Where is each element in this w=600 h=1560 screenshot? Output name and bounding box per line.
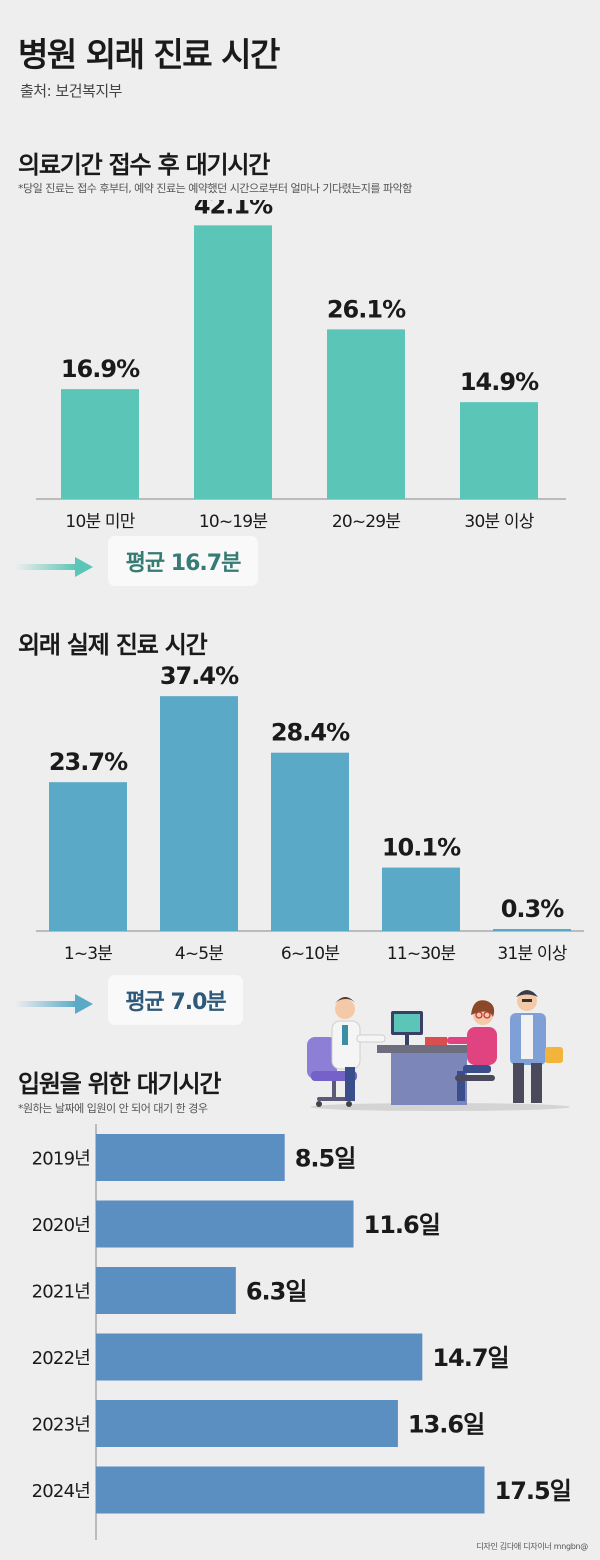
data-label: 13.6일: [408, 1411, 484, 1439]
data-label: 42.1%: [194, 200, 273, 219]
bar: [460, 402, 538, 499]
bar: [96, 1200, 354, 1248]
credit-text: 디자인 김다애 디자이너 mngbn@: [476, 1542, 588, 1551]
section3-title: 입원을 위한 대기시간: [18, 1070, 221, 1098]
data-label: 10.1%: [382, 834, 461, 862]
category-label: 2024년: [32, 1481, 90, 1502]
chart-wait-after-reception: 16.9% 10분 미만 42.1% 10~19분 26.1% 20~29분 14.9% 30…: [36, 200, 566, 532]
bar: [194, 225, 272, 499]
arrow-icon: [15, 556, 95, 582]
data-label: 6.3일: [246, 1278, 307, 1306]
category-label: 2021년: [32, 1282, 90, 1303]
section2-title: 외래 실제 진료 시간: [18, 631, 208, 659]
chart-actual-consult-time: 23.7% 1~3분 37.4% 4~5분 28.4% 6~10분 10.1% 11~30분 0…: [36, 662, 584, 964]
data-label: 14.9%: [460, 368, 539, 396]
doctor-patient-illustration: [305, 985, 575, 1117]
bar: [96, 1134, 285, 1181]
bar: [96, 1333, 423, 1381]
arrow-icon: [15, 993, 95, 1019]
data-label: 37.4%: [160, 662, 239, 690]
category-label: 2023년: [32, 1415, 90, 1436]
bar: [49, 782, 127, 931]
bar: [160, 696, 238, 931]
data-label: 28.4%: [271, 719, 350, 747]
bar: [382, 867, 460, 931]
category-label: 2022년: [32, 1348, 90, 1369]
category-label: 1~3분: [64, 944, 112, 964]
bar: [96, 1267, 236, 1314]
data-label: 17.5일: [495, 1477, 571, 1505]
data-label: 8.5일: [295, 1145, 356, 1173]
bar: [96, 1466, 485, 1514]
category-label: 31분 이상: [497, 944, 567, 964]
average-badge-wait: 평균 16.7분: [108, 536, 258, 586]
section1-title: 의료기간 접수 후 대기시간: [18, 151, 270, 179]
data-label: 0.3%: [501, 895, 565, 923]
data-label: 11.6일: [364, 1211, 440, 1239]
page-title: 병원 외래 진료 시간: [18, 35, 280, 74]
category-label: 10~19분: [199, 512, 268, 532]
average-badge-consult: 평균 7.0분: [108, 975, 243, 1025]
data-label: 26.1%: [327, 295, 406, 323]
category-label: 30분 이상: [464, 512, 534, 532]
category-label: 6~10분: [281, 944, 339, 964]
bar: [271, 752, 349, 931]
category-label: 20~29분: [332, 512, 401, 532]
source-text: 출처: 보건복지부: [20, 82, 122, 100]
bar: [96, 1400, 398, 1447]
section1-note: *당일 진료는 접수 후부터, 예약 진료는 예약했던 시간으로부터 얼마나 기…: [18, 182, 412, 195]
category-label: 11~30분: [387, 944, 456, 964]
bar: [61, 389, 139, 499]
category-label: 2020년: [32, 1215, 90, 1236]
category-label: 2019년: [32, 1149, 90, 1170]
data-label: 14.7일: [432, 1344, 508, 1372]
bar: [327, 329, 405, 499]
data-label: 16.9%: [61, 355, 140, 383]
section3-note: *원하는 날짜에 입원이 안 되어 대기 한 경우: [18, 1102, 208, 1115]
data-label: 23.7%: [49, 748, 128, 776]
category-label: 4~5분: [175, 944, 223, 964]
chart-admission-wait: 2019년 8.5일 2020년 11.6일 2021년 6.3일 2022년 14.7일 20…: [32, 1124, 572, 1540]
category-label: 10분 미만: [65, 512, 135, 532]
bar: [493, 929, 571, 931]
